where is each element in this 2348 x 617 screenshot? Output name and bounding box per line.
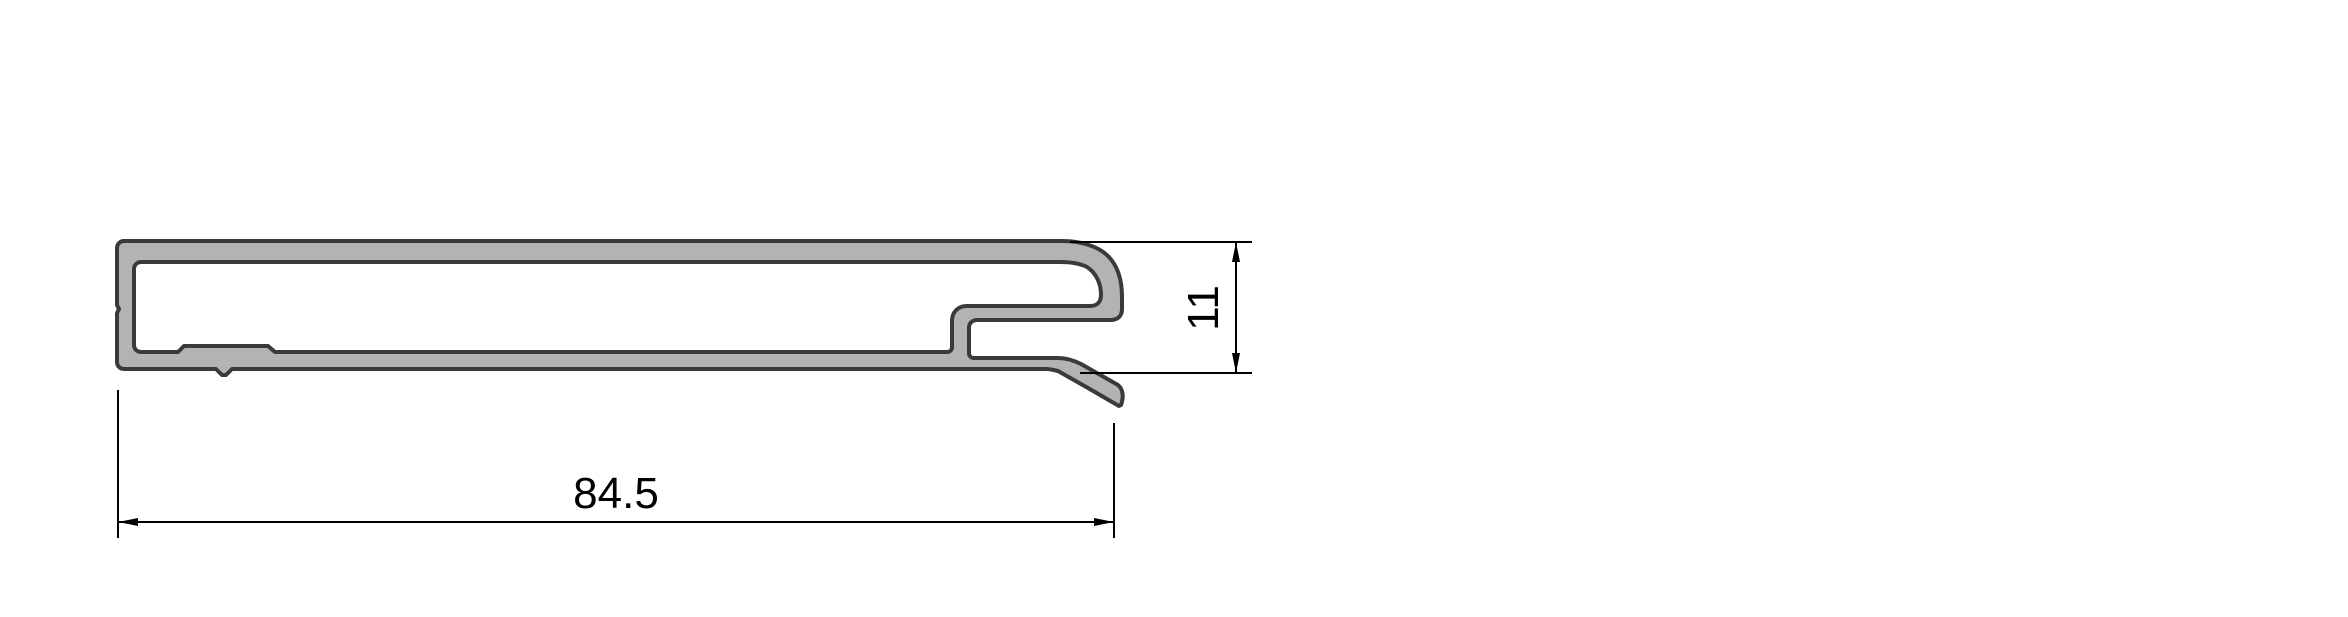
height-dimension: 11 <box>1070 241 1252 374</box>
width-dimension: 84.5 <box>117 390 1115 538</box>
profile-section <box>115 239 1125 408</box>
height-dimension-label: 11 <box>1179 285 1228 331</box>
profile-outline <box>115 239 1125 408</box>
width-dimension-label: 84.5 <box>573 469 659 518</box>
